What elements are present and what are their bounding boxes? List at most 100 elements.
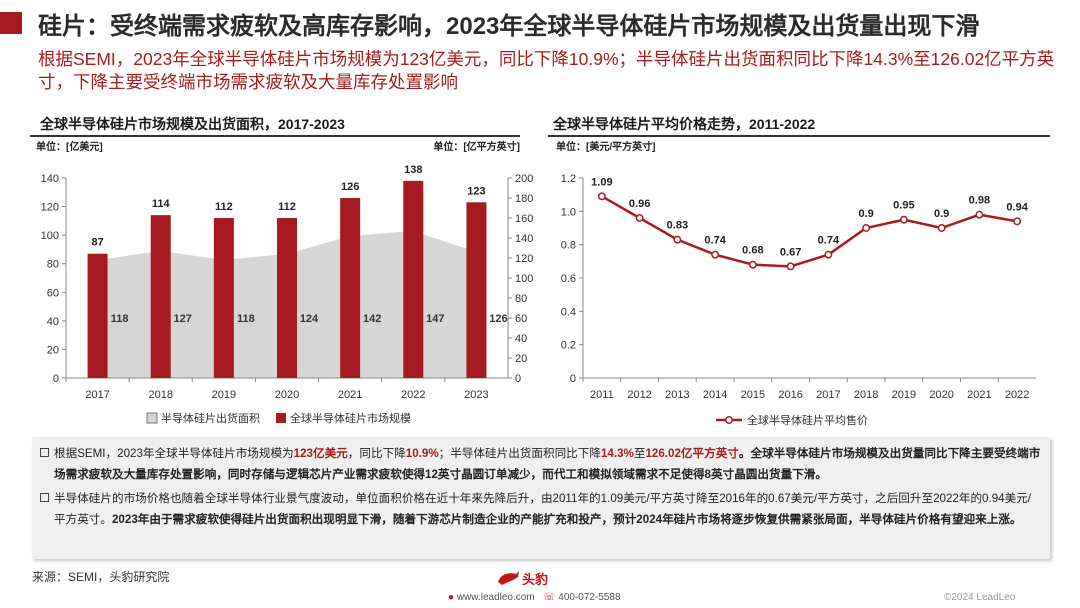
right-tick-label: 180 (515, 193, 533, 205)
x-tick-label: 2017 (85, 389, 109, 401)
bullet-box-icon (40, 448, 49, 457)
left-tick-label: 60 (47, 287, 59, 299)
note-2-run-2: 2023年由于需求疲软使得硅片出货面积出现明显下滑，随着下游芯片制造企业的产能扩… (111, 513, 1022, 526)
line-x-tick-label: 2014 (703, 389, 727, 401)
line-x-tick-label: 2012 (627, 389, 651, 401)
shipment-area-label: 118 (111, 313, 129, 325)
leopard-logo-icon (498, 571, 519, 585)
price-point (937, 224, 946, 232)
price-data-label: 0.83 (667, 220, 688, 232)
price-data-label: 1.09 (591, 176, 612, 188)
price-data-label: 0.74 (818, 235, 840, 247)
shipment-area-label: 147 (426, 313, 444, 325)
price-point (824, 250, 833, 259)
logo-text: 头豹 (522, 571, 549, 587)
left-chart-title-rule (30, 135, 520, 137)
line-x-tick-label: 2020 (929, 389, 953, 401)
note-1-run-2: 123亿美元 (293, 447, 348, 460)
page-subline: 根据SEMI，2023年全球半导体硅片市场规模为123亿美元，同比下降10.9%… (38, 49, 1055, 92)
line-y-tick-label: 1.0 (561, 206, 576, 218)
price-data-label: 0.68 (742, 245, 763, 257)
left-chart-title: 全球半导体硅片市场规模及出货面积，2017-2023 (40, 116, 345, 132)
price-point (673, 235, 682, 244)
x-tick-label: 2018 (148, 389, 172, 401)
market-size-label: 87 (91, 237, 103, 249)
phone-icon: ☏ (542, 592, 556, 603)
shipment-area-label: 127 (174, 313, 192, 325)
line-x-tick-label: 2013 (665, 389, 689, 401)
price-data-label: 0.67 (780, 246, 801, 258)
price-data-label: 0.94 (1006, 201, 1028, 213)
leadleo-logo: 头豹 (496, 566, 548, 590)
market-size-label: 114 (152, 198, 171, 210)
note-1-run-9: 。全球半导体硅片市场规模及出货量同比下降主要受终端市场需求疲软及大量库存处置影响… (54, 447, 1041, 481)
line-x-tick-label: 2015 (741, 389, 765, 401)
line-x-tick-label: 2018 (854, 389, 878, 401)
right-tick-label: 140 (515, 233, 533, 245)
left-tick-label: 0 (53, 373, 59, 385)
note-text-1: 根据SEMI，2023年全球半导体硅片市场规模为123亿美元，同比下降10.9%… (54, 447, 1040, 481)
right-tick-label: 20 (515, 353, 527, 365)
right-tick-label: 160 (515, 213, 533, 225)
x-tick-label: 2019 (212, 389, 236, 401)
right-tick-label: 0 (515, 373, 521, 385)
footer-copyright: ©2024 LeadLeo (944, 592, 1016, 603)
shipment-area-label: 118 (237, 313, 255, 325)
note-item-1: 根据SEMI，2023年全球半导体硅片市场规模为123亿美元，同比下降10.9%… (40, 443, 1042, 485)
market-size-bar (277, 218, 297, 378)
left-tick-label: 120 (41, 202, 59, 214)
line-y-tick-label: 0.2 (561, 340, 576, 352)
shipment-area-label: 126 (489, 313, 507, 325)
note-1-run-8: 126.02亿平方英寸 (645, 447, 739, 460)
price-data-label: 0.74 (704, 235, 726, 247)
price-point (975, 210, 984, 219)
note-1-run-5: ；半导体硅片出货面积同比下降 (438, 447, 601, 460)
price-point (635, 214, 644, 222)
market-size-label: 112 (215, 201, 233, 213)
right-tick-label: 80 (515, 293, 527, 305)
price-point (862, 224, 871, 232)
market-size-label: 123 (467, 185, 485, 197)
note-1-run-1: 根据SEMI，2023年全球半导体硅片市场规模为 (54, 447, 294, 460)
footer-website[interactable]: www.leadleo.com (456, 592, 535, 603)
price-data-label: 0.96 (629, 198, 650, 210)
price-point (1013, 217, 1022, 226)
right-tick-label: 60 (515, 313, 527, 325)
line-x-tick-label: 2016 (778, 389, 802, 401)
line-y-tick-label: 1.2 (561, 173, 576, 185)
right-chart-title-rule (548, 135, 1050, 137)
line-x-tick-label: 2022 (1005, 389, 1029, 401)
left-tick-label: 40 (47, 316, 59, 328)
shipment-area-label: 142 (363, 313, 381, 325)
footer-phone: 400-072-5588 (558, 592, 621, 603)
x-tick-label: 2020 (275, 389, 299, 401)
market-size-bar (150, 215, 171, 378)
price-point (597, 192, 606, 201)
market-size-bar (213, 218, 234, 378)
market-size-label: 112 (278, 201, 296, 213)
line-x-tick-label: 2017 (816, 389, 840, 401)
market-size-label: 126 (341, 181, 359, 193)
market-size-bar (87, 253, 108, 378)
note-1-run-6: 14.3% (600, 447, 634, 460)
right-tick-label: 120 (515, 253, 533, 265)
note-1-run-3: ，同比下降 (347, 447, 406, 460)
left-axis-unit: 单位：[亿美元] (36, 140, 103, 153)
line-y-tick-label: 0 (570, 373, 576, 385)
right-tick-label: 100 (515, 273, 533, 285)
note-text-2: 半导体硅片的市场价格也随着全球半导体行业景气度波动，单位面积价格在近十年来先降后… (54, 492, 1031, 526)
price-data-label: 0.95 (893, 200, 914, 212)
note-item-2: 半导体硅片的市场价格也随着全球半导体行业景气度波动，单位面积价格在近十年来先降后… (40, 488, 1042, 530)
price-point (786, 262, 795, 271)
legend-area-label: 半导体硅片出货面积 (161, 411, 260, 425)
left-tick-label: 140 (41, 173, 59, 185)
right-tick-label: 40 (515, 333, 527, 345)
web-icon: ● (448, 592, 455, 603)
price-data-label: 0.98 (969, 195, 990, 207)
legend-line-label: 全球半导体硅片平均售价 (747, 413, 868, 427)
left-tick-label: 100 (41, 230, 59, 242)
line-x-tick-label: 2021 (967, 389, 991, 401)
market-size-bar (466, 202, 487, 378)
